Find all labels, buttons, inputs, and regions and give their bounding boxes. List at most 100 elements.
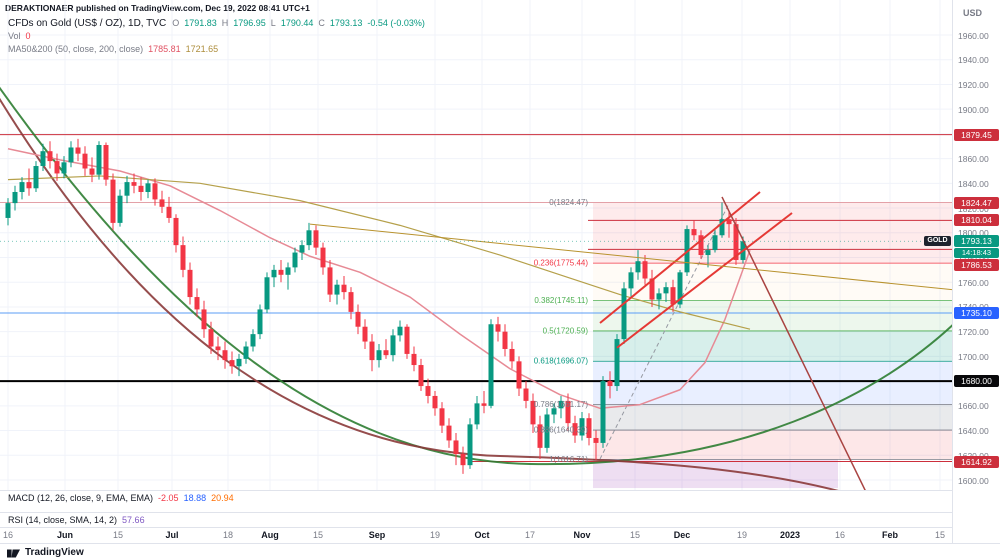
value-segment: H: [221, 18, 229, 28]
bar-countdown-badge: 14:18:43: [954, 248, 999, 259]
ohlc-values: O 1791.83 H 1796.95 L 1790.44 C 1793.13 -0.54 (-…: [172, 18, 430, 28]
value-segment: 18.88: [183, 493, 207, 503]
pane-separator-rsi[interactable]: [0, 512, 1000, 513]
time-tick-label: Jun: [56, 530, 74, 540]
value-segment: 1790.44: [280, 18, 314, 28]
value-segment: 1793.13: [329, 18, 363, 28]
symbol-title[interactable]: CFDs on Gold (US$ / OZ), 1D, TVC: [8, 18, 167, 29]
price-level-badge: 1735.10: [954, 307, 999, 319]
rsi-pane-header: RSI (14, close, SMA, 14, 2) 57.66: [8, 515, 150, 525]
moving-averages: [7, 147, 751, 410]
price-tick-label: 1760.00: [958, 277, 989, 288]
value-segment: Vol: [8, 31, 21, 41]
macd-pane-header: MACD (12, 26, close, 9, EMA, EMA) -2.05 18…: [8, 493, 239, 503]
time-tick-label: Feb: [881, 530, 899, 540]
price-level-badge: 1786.53: [954, 259, 999, 272]
value-segment: 1785.81: [148, 44, 181, 54]
fib-level-label: 0.382(1745.11): [534, 296, 588, 305]
price-tick-label: 1600.00: [958, 475, 989, 486]
time-tick-label: 16: [2, 530, 14, 540]
value-segment: L: [270, 18, 276, 28]
pane-separator-macd[interactable]: [0, 490, 1000, 491]
price-tick-label: 1920.00: [958, 79, 989, 90]
time-tick-label: 17: [524, 530, 536, 540]
time-tick-label: Dec: [673, 530, 691, 540]
price-tick-label: 1820.00: [958, 203, 989, 214]
value-segment: C: [318, 18, 325, 28]
price-level-badge: 1680.00: [954, 375, 999, 388]
time-axis[interactable]: 16 Jun 15 Jul 18 Aug 15 Sep 19 Oct 17 Nov 15 Dec 19 202…: [0, 528, 952, 543]
value-segment: 1796.95: [233, 18, 266, 28]
macd-values: -2.05 18.88 20.94: [158, 493, 239, 503]
time-tick-label: Jul: [165, 530, 179, 540]
time-tick-label: 18: [222, 530, 234, 540]
current-price-badge: 1793.13: [954, 235, 999, 248]
value-segment: -2.05: [158, 493, 179, 503]
tradingview-brand[interactable]: TradingView: [25, 546, 84, 558]
rsi-title[interactable]: RSI (14, close, SMA, 14, 2): [8, 515, 118, 525]
tradingview-logo-icon[interactable]: [7, 547, 20, 558]
price-tick-label: 1700.00: [958, 351, 989, 362]
fib-level-label: 0.236(1775.44): [534, 259, 589, 268]
price-level-badge: 1824.47: [954, 196, 999, 209]
price-tick-label: 1660.00: [958, 401, 989, 412]
trend-lines: [0, 191, 952, 490]
legend-symbol-row: CFDs on Gold (US$ / OZ), 1D, TVC O 1791.83…: [8, 17, 430, 29]
time-tick-label: 2023: [779, 530, 801, 540]
time-tick-label: Sep: [368, 530, 386, 540]
chart-legend: CFDs on Gold (US$ / OZ), 1D, TVC O 1791.83…: [8, 17, 430, 56]
fib-labels: 0(1824.47) 0.236(1775.44) 0.382(1745.11) 0.…: [534, 198, 589, 464]
grid-layer: [0, 0, 952, 490]
time-tick-label: 19: [736, 530, 748, 540]
time-tick-label: Aug: [261, 530, 279, 540]
time-axis-separator: [0, 527, 1000, 528]
price-tick-label: 1900.00: [958, 104, 989, 115]
symbol-price-tag: GOLD: [924, 236, 951, 247]
price-scale[interactable]: USD 1960.001940.001920.001900.001880.001…: [952, 0, 1000, 543]
value-segment: MA50&200 (50, close, 200, close): [8, 44, 144, 54]
value-segment: O: [172, 18, 180, 28]
fib-level-label: 0.5(1720.59): [543, 326, 589, 335]
legend-ma-row[interactable]: MA50&200 (50, close, 200, close) 1785.81 1…: [8, 43, 430, 55]
price-tick-label: 1720.00: [958, 327, 989, 338]
horizontal-lines: [0, 134, 952, 463]
legend-volume-row[interactable]: Vol 0: [8, 30, 430, 42]
time-tick-label: 19: [429, 530, 441, 540]
footer-bar: TradingView: [0, 543, 1000, 560]
value-segment: 1791.83: [184, 18, 217, 28]
price-chart-canvas[interactable]: 0(1824.47) 0.236(1775.44) 0.382(1745.11) 0.…: [0, 0, 952, 490]
rsi-values: 57.66: [122, 515, 150, 525]
fib-level-label: 0.886(1640.39): [534, 426, 589, 435]
price-level-badge: 1614.92: [954, 455, 999, 468]
price-tick-label: 1800.00: [958, 228, 989, 239]
price-tick-label: 1840.00: [958, 178, 989, 189]
price-tick-label: 1940.00: [958, 55, 989, 66]
price-tick-label: 1640.00: [958, 426, 989, 437]
fib-level-label: 1(1616.71): [549, 455, 588, 464]
price-level-badge: 1810.04: [954, 214, 999, 227]
time-tick-label: 15: [312, 530, 324, 540]
time-tick-label: 15: [934, 530, 946, 540]
publish-watermark: DERAKTIONAER published on TradingView.co…: [5, 3, 310, 13]
value-segment: 0: [25, 31, 31, 41]
price-level-badge: 1879.45: [954, 128, 999, 141]
price-tick-label: 1860.00: [958, 154, 989, 165]
value-segment: -0.54 (-0.03%): [367, 18, 425, 28]
macd-title[interactable]: MACD (12, 26, close, 9, EMA, EMA): [8, 493, 154, 503]
currency-label: USD: [963, 8, 983, 18]
time-tick-label: 15: [629, 530, 641, 540]
time-tick-label: 15: [112, 530, 124, 540]
time-tick-label: 16: [834, 530, 846, 540]
value-segment: 20.94: [211, 493, 234, 503]
fib-level-label: 0.786(1661.17): [534, 400, 589, 409]
value-segment: 1721.65: [185, 44, 219, 54]
price-tick-label: 1960.00: [958, 30, 989, 41]
fib-zone: [593, 202, 952, 489]
value-segment: 57.66: [122, 515, 145, 525]
time-tick-label: Oct: [474, 530, 490, 540]
fib-level-label: 0(1824.47): [549, 198, 588, 207]
drawn-curves: [0, 86, 952, 490]
fib-level-label: 0.618(1696.07): [534, 357, 589, 366]
time-tick-label: Nov: [573, 530, 591, 540]
